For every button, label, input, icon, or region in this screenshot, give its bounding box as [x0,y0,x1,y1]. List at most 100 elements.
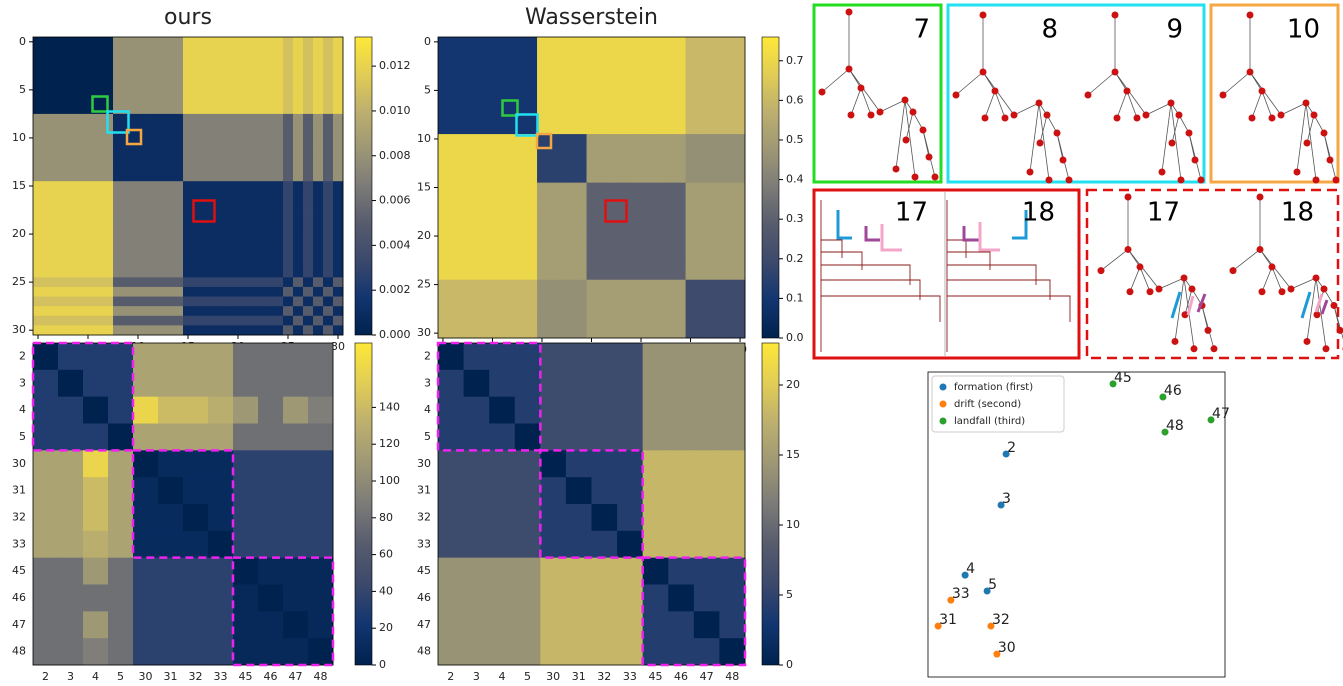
heatmap-cell [507,66,517,76]
heatmap-cell [83,277,93,287]
heatmap-cell [557,115,567,125]
tree-node [868,112,875,119]
heatmap-cell [83,124,93,134]
tree-edge [1030,103,1039,172]
heatmap-cell [646,299,656,309]
heatmap-cell [705,319,715,329]
heatmap-cell [73,133,83,143]
heatmap-cell [705,47,715,57]
heatmap-cell [616,134,626,144]
heatmap-cell [646,47,656,57]
heatmap-cell [567,241,577,251]
heatmap-cell [273,181,283,191]
heatmap-cell [253,297,263,307]
heatmap-cell [143,268,153,278]
heatmap-cell [626,270,636,280]
heatmap-cell [223,95,233,105]
heatmap-cell [537,56,547,66]
heatmap-cell [488,260,498,270]
heatmap-cell [587,280,597,290]
heatmap-cell [478,37,488,47]
heatmap-cell [208,450,233,477]
heatmap-cell [567,221,577,231]
heatmap-cell [557,105,567,115]
heatmap-cell [233,585,258,612]
heatmap-cell [507,173,517,183]
heatmap-cell [497,66,507,76]
heatmap-cell [113,85,123,95]
heatmap-cell [323,66,333,76]
heatmap-cell [656,173,666,183]
heatmap-cell [527,95,537,105]
heatmap-cell [223,75,233,85]
heatmap-cell [507,163,517,173]
heatmap-cell [273,152,283,162]
heatmap-cell [203,152,213,162]
heatmap-cell [43,56,53,66]
heatmap-cell [208,531,233,558]
heatmap-cell [143,200,153,210]
heatmap-cell [643,638,669,665]
heatmap-cell [489,424,515,451]
heatmap-cell [527,251,537,261]
heatmap-cell [686,56,696,66]
heatmap-cell [333,191,343,201]
heatmap-cell [489,611,515,638]
heatmap-cell [478,154,488,164]
heatmap-cell [58,477,83,504]
heatmap-cell [153,248,163,258]
heatmap-cell [458,95,468,105]
heatmap-cell [719,424,745,451]
heatmap-cell [273,114,283,124]
heatmap-cell [83,558,108,585]
heatmap-cell [283,200,293,210]
heatmap-cell [488,154,498,164]
heatmap-cell [133,114,143,124]
heatmap-cell [705,241,715,251]
heatmap-cell [243,297,253,307]
heatmap-cell [448,212,458,222]
heatmap-cell [173,114,183,124]
heatmap-cell [173,239,183,249]
heatmap-cell [695,163,705,173]
heatmap-cell [208,558,233,585]
heatmap-cell [735,289,745,299]
heatmap-cell [243,229,253,239]
heatmap-cell [617,343,643,370]
heatmap-cell [58,450,83,477]
heatmap-cell [694,558,720,585]
heatmap-cell [83,477,108,504]
heatmap-cell [596,86,606,96]
tree-node [910,109,917,116]
heatmap-cell [587,270,597,280]
heatmap-cell [527,76,537,86]
heatmap-cell [283,143,293,153]
heatmap-cell [233,47,243,57]
heatmap-cell [656,124,666,134]
heatmap-cell [540,397,566,424]
heatmap-cell [643,585,669,612]
heatmap-cell [258,397,283,424]
heatmap-cell [507,212,517,222]
tree-node [1112,12,1119,19]
heatmap-cell [223,66,233,76]
heatmap-cell [666,221,676,231]
legend-marker [940,418,947,425]
heatmap-cell [537,192,547,202]
heatmap-cell [73,66,83,76]
heatmap-cell [163,114,173,124]
heatmap-cell [547,56,557,66]
tree-edge [1146,103,1171,115]
heatmap-cell [303,66,313,76]
heatmap-cell [464,343,490,370]
heatmap-cell [193,66,203,76]
heatmap-cell [527,47,537,57]
heatmap-cell [243,47,253,57]
heatmap-cell [515,558,541,585]
heatmap-cell [113,325,123,335]
heatmap-cell [676,154,686,164]
heatmap-cell [725,163,735,173]
heatmap-cell [173,268,183,278]
tree-node [1036,100,1043,107]
heatmap-cell [233,287,243,297]
